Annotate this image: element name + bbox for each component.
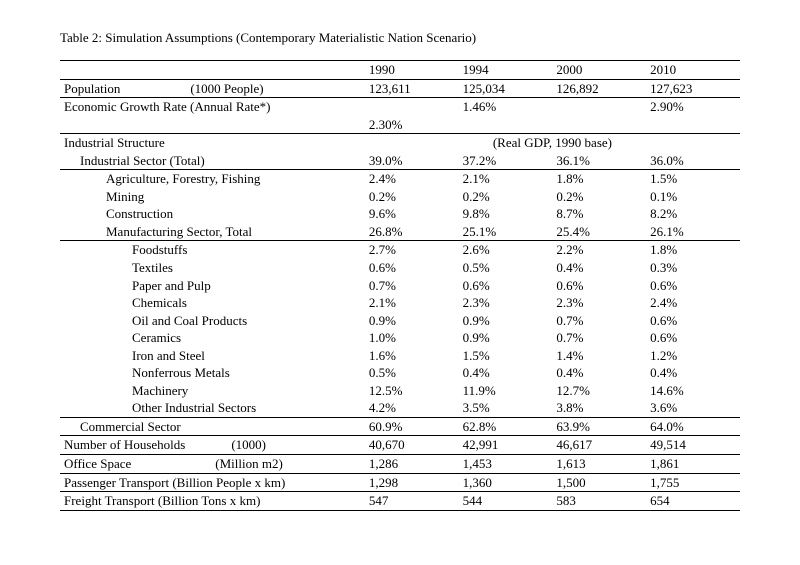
row-growth-below: 2.30% (60, 116, 740, 134)
row-commercial: Commercial Sector 60.9%62.8%63.9%64.0% (60, 417, 740, 436)
row-other-ind: Other Industrial Sectors4.2%3.5%3.8%3.6% (60, 399, 740, 417)
unit-population: (1000 People) (190, 81, 263, 96)
growth-below: 2.30% (365, 116, 459, 134)
row-freight: Freight Transport (Billion Tons x km) 54… (60, 492, 740, 511)
gdp-note: (Real GDP, 1990 base) (365, 134, 740, 152)
population-1994: 125,034 (459, 79, 553, 98)
row-population: Population(1000 People) 123,611 125,034 … (60, 79, 740, 98)
row-ind-total: Industrial Sector (Total) 39.0% 37.2% 36… (60, 152, 740, 170)
row-agri: Agriculture, Forestry, Fishing 2.4%2.1%1… (60, 170, 740, 188)
population-2000: 126,892 (552, 79, 646, 98)
row-foodstuffs: Foodstuffs2.7%2.6%2.2%1.8% (60, 241, 740, 259)
row-growth: Economic Growth Rate (Annual Rate*) 1.46… (60, 98, 740, 116)
table-title: Table 2: Simulation Assumptions (Contemp… (60, 30, 740, 46)
row-paper: Paper and Pulp0.7%0.6%0.6%0.6% (60, 277, 740, 295)
population-2010: 127,623 (646, 79, 740, 98)
row-ind-structure: Industrial Structure (Real GDP, 1990 bas… (60, 134, 740, 152)
row-textiles: Textiles0.6%0.5%0.4%0.3% (60, 259, 740, 277)
row-machinery: Machinery12.5%11.9%12.7%14.6% (60, 382, 740, 400)
year-2010: 2010 (646, 61, 740, 80)
year-1994: 1994 (459, 61, 553, 80)
row-passenger: Passenger Transport (Billion People x km… (60, 473, 740, 492)
population-1990: 123,611 (365, 79, 459, 98)
year-1990: 1990 (365, 61, 459, 80)
header-row: 1990 1994 2000 2010 (60, 61, 740, 80)
growth-mid: 1.46% (459, 98, 553, 116)
label-ind-total: Industrial Sector (Total) (60, 152, 365, 170)
label-population: Population (64, 81, 120, 96)
row-oilcoal: Oil and Coal Products0.9%0.9%0.7%0.6% (60, 312, 740, 330)
row-households: Number of Households(1000) 40,67042,9914… (60, 436, 740, 455)
year-2000: 2000 (552, 61, 646, 80)
assumptions-table: 1990 1994 2000 2010 Population (1000 Peop… (60, 60, 740, 511)
row-chemicals: Chemicals2.1%2.3%2.3%2.4% (60, 294, 740, 312)
growth-end: 2.90% (646, 98, 740, 116)
label-growth: Economic Growth Rate (Annual Rate*) (60, 98, 365, 116)
row-nonferrous: Nonferrous Metals0.5%0.4%0.4%0.4% (60, 364, 740, 382)
row-mfg-total: Manufacturing Sector, Total 26.8%25.1%25… (60, 223, 740, 241)
row-ceramics: Ceramics1.0%0.9%0.7%0.6% (60, 329, 740, 347)
row-office: Office Space(Million m2) 1,2861,4531,613… (60, 455, 740, 474)
label-ind-structure: Industrial Structure (60, 134, 365, 152)
row-ironsteel: Iron and Steel1.6%1.5%1.4%1.2% (60, 347, 740, 365)
row-construction: Construction 9.6%9.8%8.7%8.2% (60, 205, 740, 223)
row-mining: Mining 0.2%0.2%0.2%0.1% (60, 188, 740, 206)
